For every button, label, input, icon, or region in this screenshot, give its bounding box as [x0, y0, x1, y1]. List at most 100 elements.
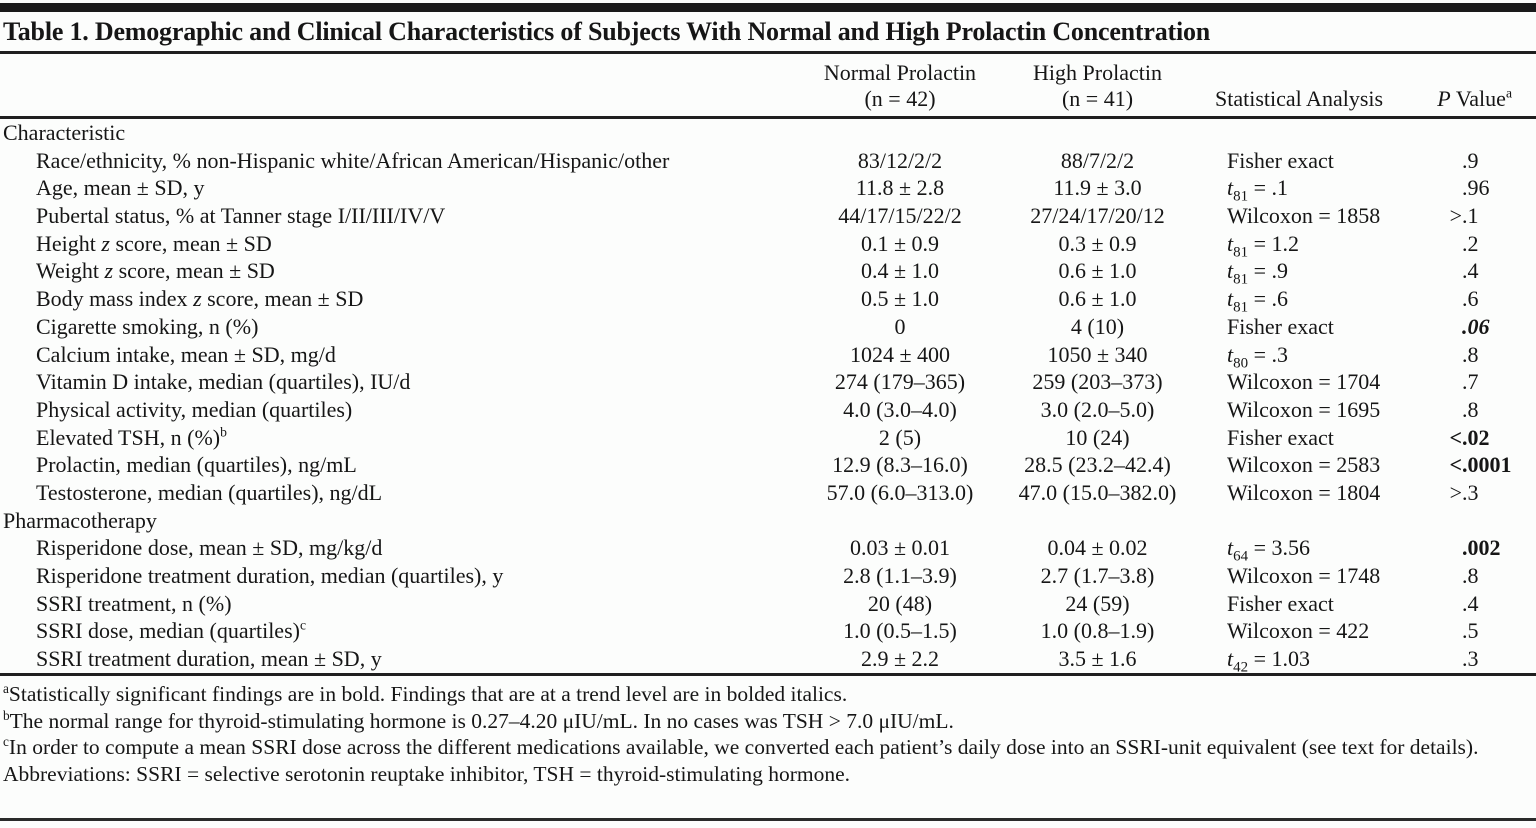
normal-prolactin-value: 44/17/15/22/2	[838, 203, 962, 229]
high-prolactin-column-header: High Prolactin (n = 41)	[1000, 60, 1195, 112]
statistical-analysis-value: Wilcoxon = 1804	[1227, 479, 1381, 505]
statistical-analysis-value: Wilcoxon = 422	[1227, 618, 1370, 644]
normal-prolactin-value: 0.1 ± 0.9	[860, 230, 940, 256]
normal-prolactin-value: 0.4 ± 1.0	[860, 258, 940, 284]
footnote: Abbreviations: SSRI = selective serotoni…	[3, 761, 1530, 788]
footnote: cIn order to compute a mean SSRI dose ac…	[3, 734, 1530, 761]
p-value-number: .2	[1462, 230, 1479, 256]
statistical-analysis-value: t81 = .1	[1227, 175, 1288, 205]
p-value: .002	[1395, 534, 1536, 562]
normal-prolactin-value: 20 (48)	[867, 590, 933, 616]
characteristic-label: SSRI treatment, n (%)	[36, 590, 232, 616]
statistical-analysis-value: Wilcoxon = 1695	[1227, 396, 1381, 422]
high-prolactin-value: 1050 ± 340	[1047, 341, 1148, 367]
p-value: .96	[1395, 174, 1536, 202]
p-value: <.02	[1395, 424, 1536, 452]
high-prolactin-value: 259 (203–373)	[1032, 369, 1163, 395]
high-prolactin-value: 28.5 (23.2–42.4)	[1024, 452, 1171, 478]
normal-prolactin-value: 1024 ± 400	[849, 341, 951, 367]
table-row: Physical activity, median (quartiles) 4.0…	[0, 396, 1536, 424]
p-value: .06	[1395, 313, 1536, 341]
p-value: .8	[1395, 396, 1536, 424]
characteristic-label: Body mass index z score, mean ± SD	[36, 286, 364, 312]
p-value-number: .0001	[1462, 452, 1512, 478]
section-label: Pharmacotherapy	[3, 507, 157, 533]
footnote-marker: b	[3, 707, 10, 723]
p-value-number: .9	[1462, 147, 1479, 173]
table-row: SSRI treatment duration, mean ± SD, y 2.9…	[0, 645, 1536, 675]
section-header-row: Characteristic	[0, 119, 1536, 147]
p-value-comparator: >	[1449, 203, 1462, 229]
normal-prolactin-header-line2: (n = 42)	[864, 86, 936, 111]
normal-prolactin-column-header: Normal Prolactin (n = 42)	[800, 60, 1000, 112]
statistical-analysis-header-label: Statistical Analysis	[1215, 86, 1384, 111]
section-header-row: Pharmacotherapy	[0, 507, 1536, 535]
table-top-rule	[0, 3, 1536, 12]
characteristic-label: Risperidone treatment duration, median (…	[36, 563, 504, 588]
statistical-analysis-column-header: Statistical Analysis	[1195, 86, 1395, 112]
p-value-header-p: P	[1437, 86, 1451, 111]
table-bottom-rule	[0, 818, 1536, 821]
characteristic-label: Physical activity, median (quartiles)	[36, 396, 353, 422]
normal-prolactin-value: 0.03 ± 0.01	[849, 535, 951, 561]
characteristic-label: Vitamin D intake, median (quartiles), IU…	[36, 369, 411, 395]
normal-prolactin-header-line1: Normal Prolactin	[823, 60, 977, 85]
p-value-number: .5	[1462, 618, 1479, 644]
p-value-number: .002	[1462, 535, 1501, 561]
high-prolactin-value: 11.9 ± 3.0	[1053, 175, 1142, 201]
table-row: Weight z score, mean ± SD 0.4 ± 1.0 0.6 ± …	[0, 257, 1536, 288]
table-row: Body mass index z score, mean ± SD 0.5 ± …	[0, 285, 1536, 315]
characteristic-label: SSRI treatment duration, mean ± SD, y	[36, 646, 382, 672]
p-value: .4	[1395, 257, 1536, 285]
p-value-number: .3	[1462, 479, 1479, 505]
high-prolactin-value: 0.6 ± 1.0	[1058, 258, 1137, 284]
characteristic-label: Elevated TSH, n (%)b	[36, 424, 227, 450]
footnote-text: Abbreviations: SSRI = selective serotoni…	[3, 762, 851, 787]
table-row: Race/ethnicity, % non-Hispanic white/Afr…	[0, 147, 1536, 175]
statistical-analysis-value: Fisher exact	[1227, 424, 1334, 450]
section-label: Characteristic	[3, 120, 126, 145]
p-value-number: .7	[1462, 369, 1479, 395]
p-value-number: .8	[1462, 396, 1479, 422]
p-value: .4	[1395, 590, 1536, 618]
table-row: Height z score, mean ± SD 0.1 ± 0.9 0.3 ± …	[0, 230, 1536, 260]
table-row: Risperidone dose, mean ± SD, mg/kg/d 0.03…	[0, 534, 1536, 564]
p-value-comparator: <	[1449, 424, 1462, 450]
characteristic-label: Pubertal status, % at Tanner stage I/II/…	[36, 203, 446, 229]
normal-prolactin-value: 2.8 (1.1–3.9)	[843, 563, 957, 588]
p-value-comparator: >	[1449, 479, 1462, 505]
high-prolactin-value: 27/24/17/20/12	[1030, 203, 1165, 229]
table-row: Calcium intake, mean ± SD, mg/d 1024 ± 40…	[0, 341, 1536, 371]
p-value: .9	[1395, 147, 1536, 175]
characteristic-label: Age, mean ± SD, y	[36, 175, 205, 201]
table-footnotes: aStatistically significant findings are …	[0, 676, 1536, 788]
high-prolactin-value: 24 (59)	[1065, 590, 1130, 616]
normal-prolactin-value: 11.8 ± 2.8	[855, 175, 945, 201]
high-prolactin-value: 4 (10)	[1070, 313, 1125, 339]
table-body: Characteristic Race/ethnicity, % non-Hisp…	[0, 119, 1536, 676]
table-row: Testosterone, median (quartiles), ng/dL 5…	[0, 479, 1536, 507]
high-prolactin-value: 1.0 (0.8–1.9)	[1040, 618, 1155, 644]
high-prolactin-value: 0.04 ± 0.02	[1047, 535, 1148, 561]
footnote-text: In order to compute a mean SSRI dose acr…	[8, 735, 1479, 760]
characteristic-label: Testosterone, median (quartiles), ng/dL	[36, 479, 383, 505]
statistical-analysis-value: Wilcoxon = 1748	[1227, 563, 1381, 588]
statistical-analysis-value: Fisher exact	[1227, 147, 1334, 173]
statistical-analysis-value: Wilcoxon = 1704	[1227, 369, 1381, 395]
characteristic-label: SSRI dose, median (quartiles)c	[36, 618, 307, 644]
characteristic-label: Cigarette smoking, n (%)	[36, 313, 259, 339]
p-value-number: .02	[1462, 424, 1490, 450]
characteristic-label: Prolactin, median (quartiles), ng/mL	[36, 452, 357, 478]
footnote-text: Statistically significant findings are i…	[8, 681, 848, 706]
statistical-analysis-value: t81 = .9	[1227, 258, 1288, 288]
column-headers: Normal Prolactin (n = 42) High Prolactin…	[0, 54, 1536, 119]
footnote: aStatistically significant findings are …	[3, 681, 1530, 708]
characteristic-label: Risperidone dose, mean ± SD, mg/kg/d	[36, 535, 383, 561]
statistical-analysis-value: Fisher exact	[1227, 313, 1334, 339]
high-prolactin-header-line2: (n = 41)	[1061, 86, 1134, 111]
p-value-number: .96	[1462, 175, 1490, 201]
statistical-analysis-value: Fisher exact	[1227, 590, 1334, 616]
characteristic-label: Calcium intake, mean ± SD, mg/d	[36, 341, 336, 367]
high-prolactin-value: 3.0 (2.0–5.0)	[1040, 396, 1155, 422]
